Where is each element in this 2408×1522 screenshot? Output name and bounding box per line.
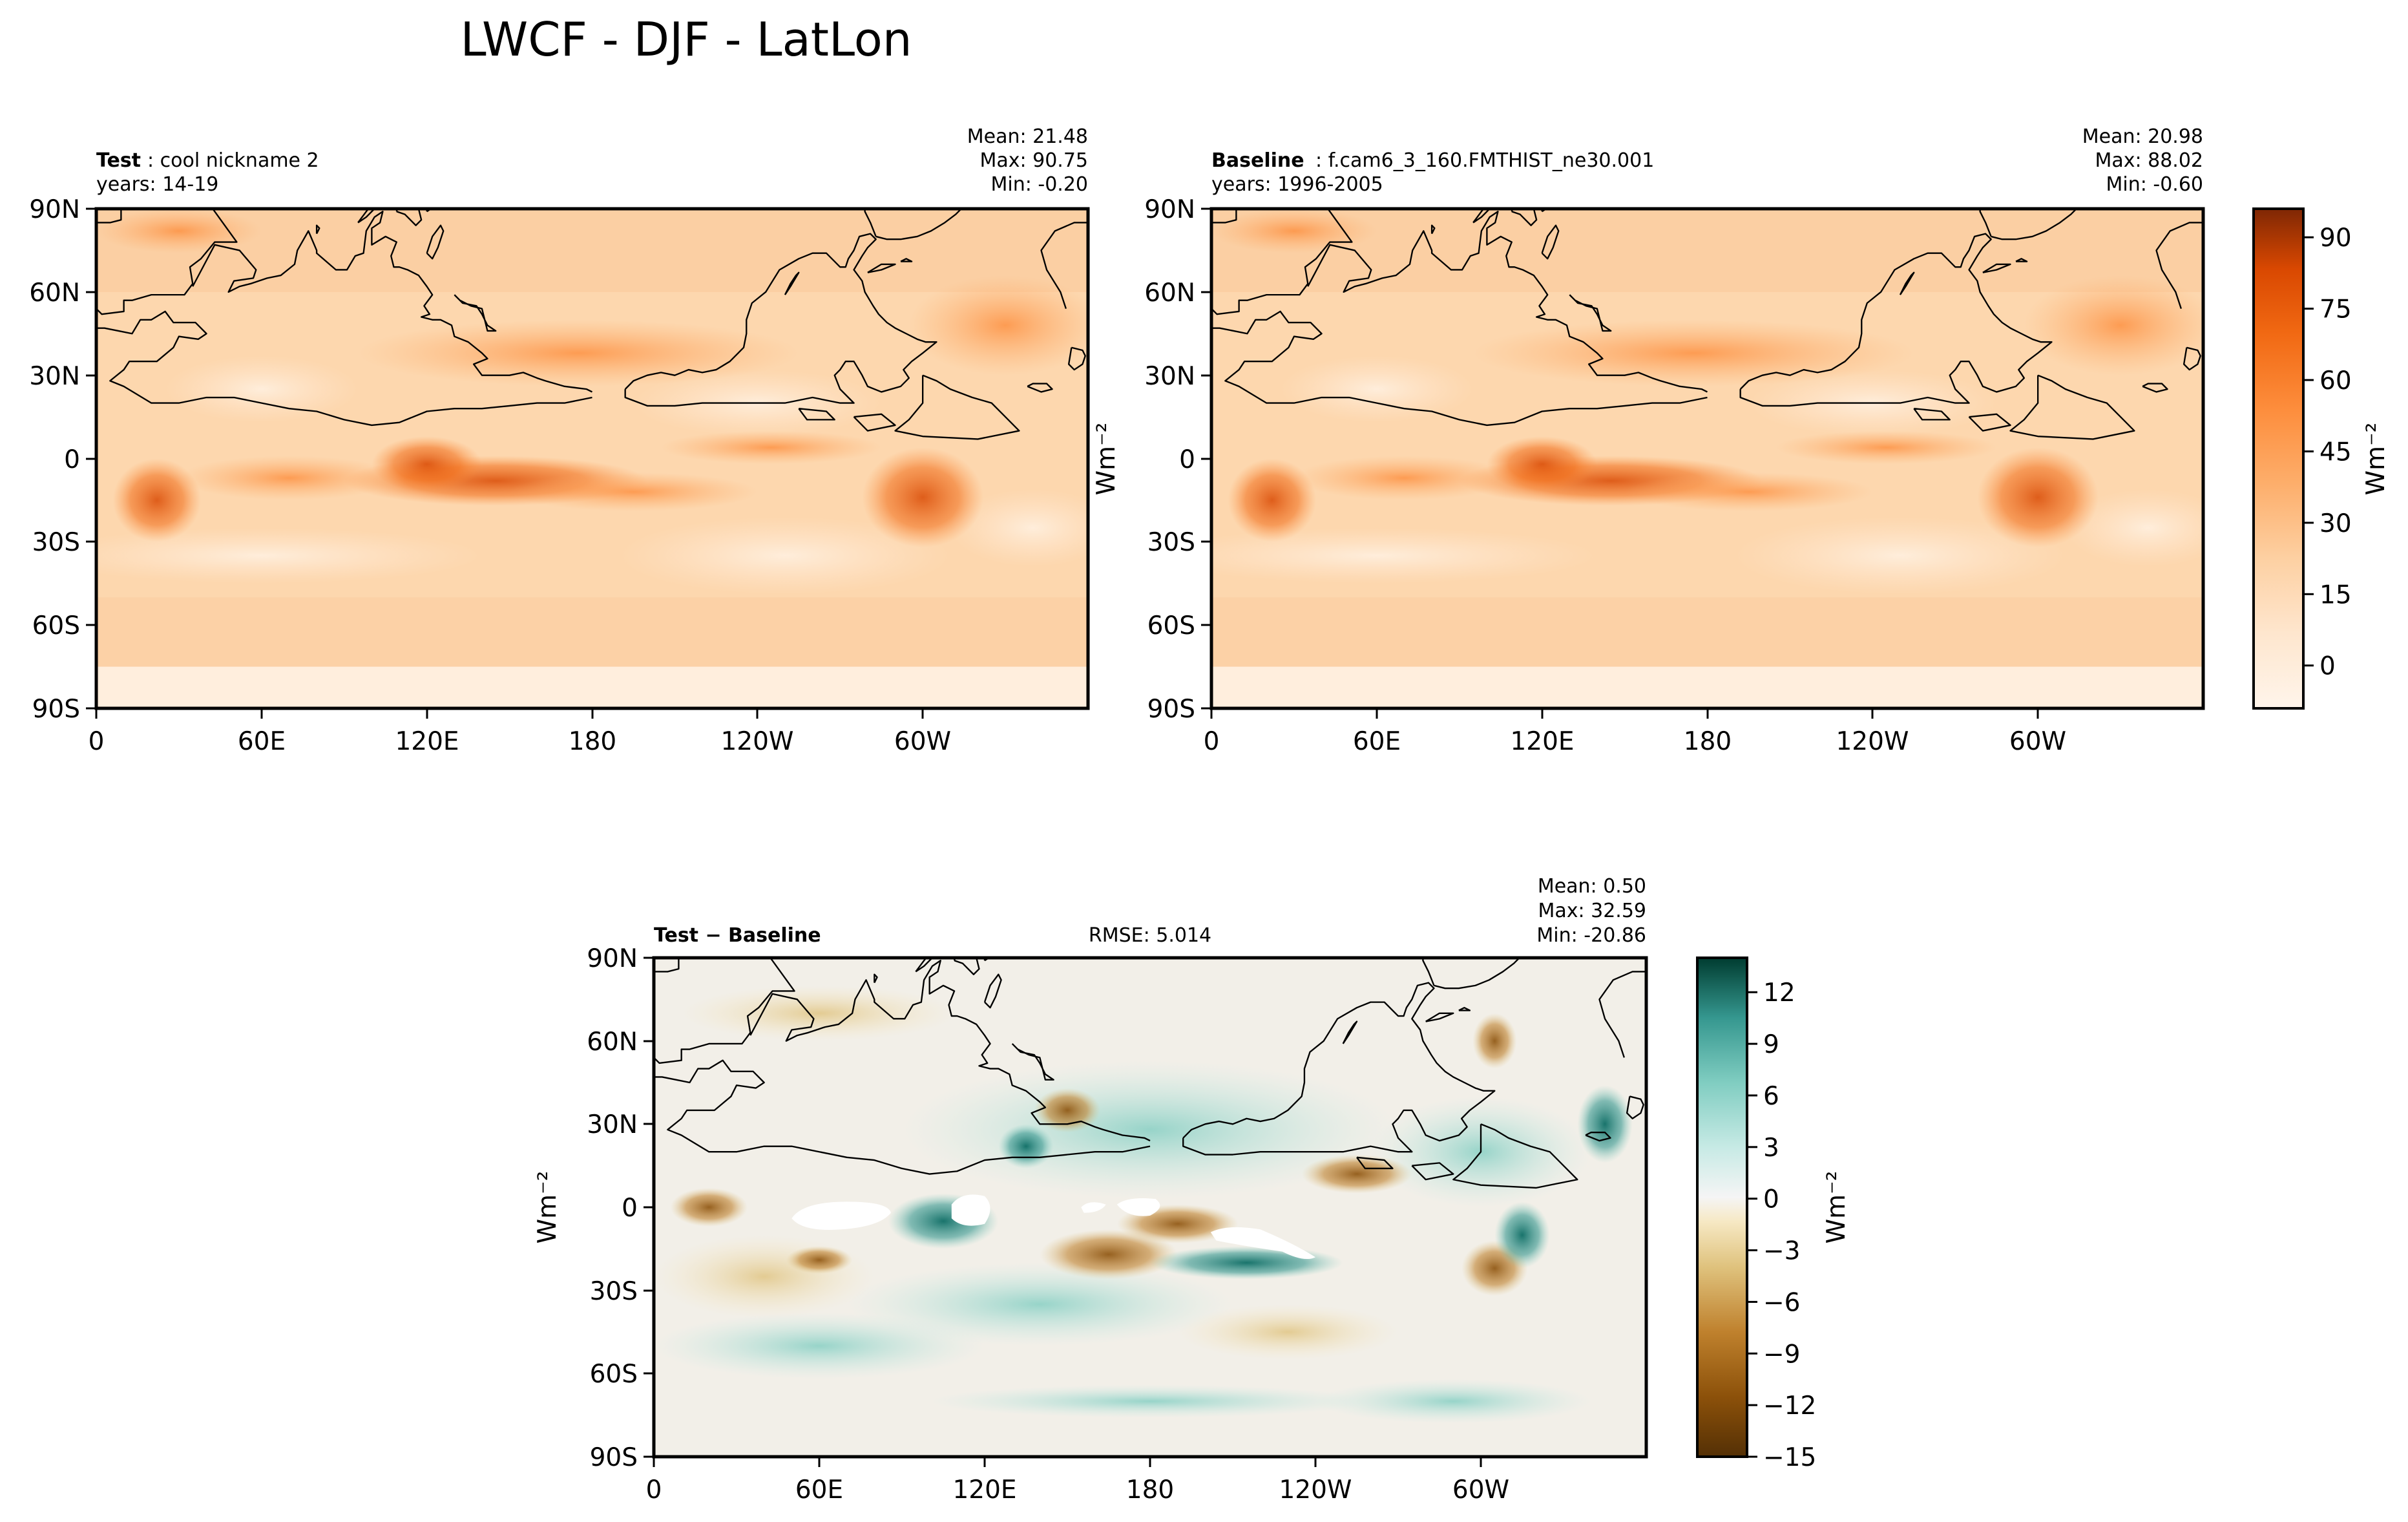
test-ytick-label: 90S (32, 695, 80, 724)
test-map (96, 209, 1088, 708)
baseline-map (1211, 209, 2203, 708)
test-xtick-label: 120E (395, 727, 459, 756)
diff-xticks: 0 60E 120E 180 120W 60W (646, 1457, 1509, 1505)
test-xtick-label: 0 (89, 727, 105, 756)
diff-ylabel: Wm⁻² (533, 1171, 562, 1244)
panel-difference: Test − Baseline RMSE: 5.014 Mean: 0.50 M… (533, 875, 1648, 1505)
test-stat-min: Min: -0.20 (991, 173, 1089, 196)
diff-ytick-label: 0 (622, 1194, 638, 1223)
test-title-rest: : cool nickname 2 (147, 149, 319, 172)
diff-map (654, 958, 1646, 1457)
colorbar-oranges: 90 75 60 45 30 15 0 Wm⁻² (2252, 207, 2391, 710)
test-ytick-label: 30S (32, 528, 80, 557)
test-xticks: 0 60E 120E 180 120W 60W (89, 708, 951, 756)
baseline-xtick-label: 120W (1836, 727, 1909, 756)
test-stat-mean: Mean: 21.48 (967, 125, 1088, 148)
diff-xtick-label: 60E (795, 1475, 843, 1505)
baseline-ytick-label: 90N (1144, 195, 1195, 224)
diff-ytick-label: 60S (590, 1360, 638, 1389)
diff-stat-min: Min: -20.86 (1536, 924, 1646, 947)
diff-stat-max: Max: 32.59 (1538, 900, 1646, 922)
baseline-ytick-label: 30N (1144, 362, 1195, 391)
diff-stat-mean: Mean: 0.50 (1538, 875, 1646, 898)
test-yticks: 90N 60N 30N 0 30S 60S 90S (29, 195, 96, 724)
baseline-title-rest: : f.cam6_3_160.FMTHIST_ne30.001 (1315, 149, 1654, 172)
diff-title-bold: Test − Baseline (654, 924, 821, 947)
baseline-xtick-label: 0 (1204, 727, 1220, 756)
diff-xtick-label: 60W (1452, 1475, 1509, 1505)
baseline-ytick-label: 0 (1179, 445, 1195, 474)
test-ytick-label: 90N (29, 195, 80, 224)
baseline-xtick-label: 60E (1353, 727, 1401, 756)
baseline-xtick-label: 180 (1684, 727, 1732, 756)
colorbar-brbg-tick-label: −6 (1763, 1288, 1801, 1317)
baseline-xticks: 0 60E 120E 180 120W 60W (1204, 708, 2066, 756)
colorbar-brbg-tick-label: −3 (1763, 1237, 1801, 1266)
test-ytick-label: 60S (32, 611, 80, 640)
colorbar-brbg-tick-label: 9 (1763, 1030, 1779, 1059)
colorbar-oranges-tick-label: 15 (2319, 580, 2352, 609)
diff-xtick-label: 120E (952, 1475, 1016, 1505)
colorbar-oranges-tick-label: 60 (2319, 366, 2352, 396)
baseline-stat-min: Min: -0.60 (2106, 173, 2204, 196)
colorbar-oranges-label: Wm⁻² (2361, 423, 2391, 496)
colorbar-oranges-tick-label: 45 (2319, 438, 2352, 467)
diff-ytick-label: 30S (590, 1277, 638, 1306)
baseline-ytick-label: 60S (1147, 611, 1195, 640)
diff-ytick-label: 60N (587, 1028, 638, 1057)
colorbar-oranges-tick-label: 90 (2319, 224, 2352, 253)
colorbar-oranges-tick-label: 0 (2319, 652, 2336, 681)
colorbar-brbg-ticks: 12 9 6 3 0 −3 −6 −9 −12 −15 (1747, 978, 1816, 1472)
baseline-stat-mean: Mean: 20.98 (2082, 125, 2203, 148)
diff-ytick-label: 90S (590, 1443, 638, 1472)
baseline-xtick-label: 60W (2009, 727, 2066, 756)
colorbar-brbg-fill (1696, 957, 1748, 1458)
colorbar-brbg-tick-label: −15 (1763, 1443, 1816, 1472)
test-title-bold: Test (96, 149, 141, 172)
colorbar-brbg-tick-label: 3 (1763, 1134, 1779, 1163)
diff-yticks: 90N 60N 30N 0 30S 60S 90S (587, 944, 654, 1472)
test-xtick-label: 60W (894, 727, 951, 756)
baseline-ytick-label: 60N (1144, 279, 1195, 308)
colorbar-brbg-tick-label: −9 (1763, 1340, 1801, 1369)
diff-xtick-label: 0 (646, 1475, 662, 1505)
baseline-yticks: 90N 60N 30N 0 30S 60S 90S (1144, 195, 1211, 724)
test-xtick-label: 120W (720, 727, 793, 756)
colorbar-brbg-tick-label: 6 (1763, 1082, 1779, 1111)
colorbar-oranges-tick-label: 75 (2319, 295, 2352, 324)
baseline-years: years: 1996-2005 (1211, 173, 1383, 196)
baseline-ytick-label: 90S (1147, 695, 1195, 724)
colorbar-oranges-fill (2252, 207, 2305, 710)
colorbar-brbg-tick-label: 12 (1763, 978, 1796, 1008)
test-ytick-label: 0 (64, 445, 80, 474)
colorbar-brbg: 12 9 6 3 0 −3 −6 −9 −12 −15 Wm⁻² (1696, 957, 1851, 1472)
baseline-ytick-label: 30S (1147, 528, 1195, 557)
test-ylabel: Wm⁻² (1092, 423, 1121, 496)
baseline-title-bold: Baseline (1211, 149, 1304, 172)
baseline-stat-max: Max: 88.02 (2095, 149, 2203, 172)
colorbar-oranges-tick-label: 30 (2319, 509, 2352, 538)
colorbar-brbg-label: Wm⁻² (1822, 1171, 1851, 1244)
diff-xtick-label: 180 (1126, 1475, 1174, 1505)
diff-ytick-label: 30N (587, 1110, 638, 1139)
colorbar-oranges-ticks: 90 75 60 45 30 15 0 (2303, 224, 2352, 681)
panel-baseline: Baseline : f.cam6_3_160.FMTHIST_ne30.001… (1144, 125, 2205, 756)
colorbar-brbg-tick-label: 0 (1763, 1185, 1779, 1214)
test-ytick-label: 30N (29, 362, 80, 391)
test-stat-max: Max: 90.75 (979, 149, 1088, 172)
test-xtick-label: 60E (238, 727, 286, 756)
diff-rmse: RMSE: 5.014 (1089, 924, 1211, 947)
colorbar-brbg-tick-label: −12 (1763, 1391, 1816, 1421)
test-ytick-label: 60N (29, 279, 80, 308)
figure-title: LWCF - DJF - LatLon (461, 12, 912, 67)
baseline-xtick-label: 120E (1510, 727, 1574, 756)
diff-ytick-label: 90N (587, 944, 638, 973)
test-xtick-label: 180 (569, 727, 616, 756)
panel-test: Test : cool nickname 2 years: 14-19 Mean… (29, 125, 1121, 756)
diff-xtick-label: 120W (1279, 1475, 1352, 1505)
test-years: years: 14-19 (96, 173, 218, 196)
